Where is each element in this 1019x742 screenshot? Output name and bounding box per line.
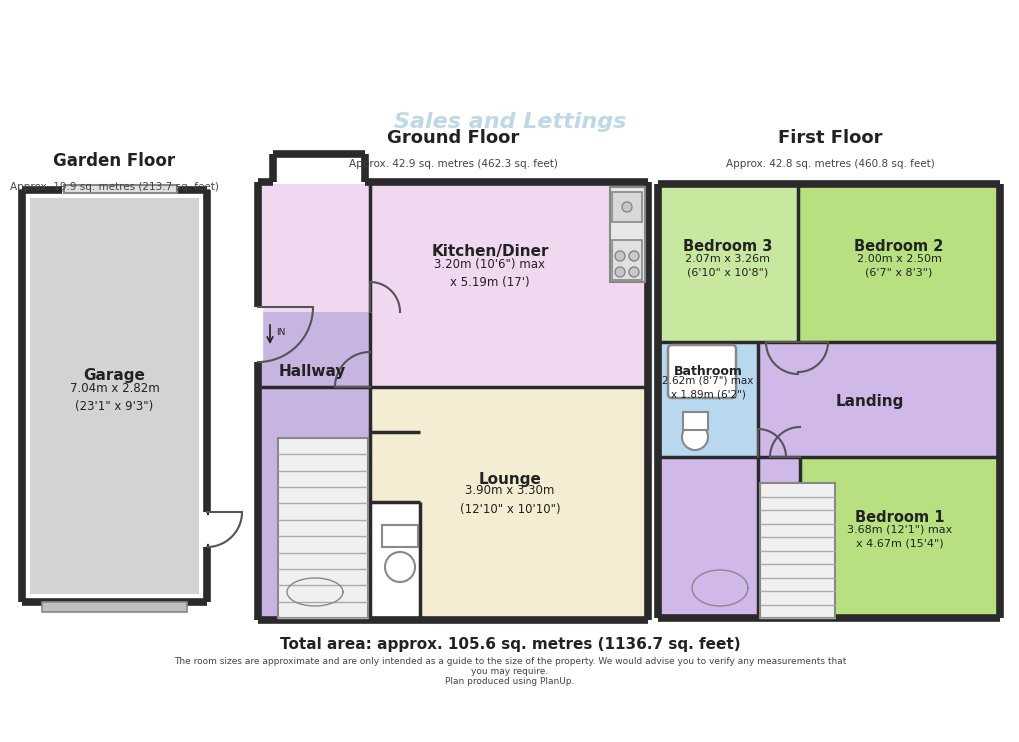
Circle shape	[622, 202, 632, 212]
Text: 2.07m x 3.26m
(6'10" x 10'8"): 2.07m x 3.26m (6'10" x 10'8")	[685, 254, 769, 278]
Text: Approx. 19.9 sq. metres (213.7 sq. feet): Approx. 19.9 sq. metres (213.7 sq. feet)	[9, 182, 218, 192]
Text: 7.04m x 2.82m
(23'1" x 9'3"): 7.04m x 2.82m (23'1" x 9'3")	[69, 382, 159, 413]
Text: Garage: Garage	[84, 368, 146, 383]
Text: Total area: approx. 105.6 sq. metres (1136.7 sq. feet): Total area: approx. 105.6 sq. metres (11…	[279, 637, 740, 652]
Text: The room sizes are approximate and are only intended as a guide to the size of t: The room sizes are approximate and are o…	[173, 657, 846, 666]
Bar	[370, 502, 420, 618]
Text: Hallway: Hallway	[278, 364, 345, 379]
Bar	[260, 312, 370, 618]
Bar	[659, 457, 757, 618]
Text: 3.20m (10'6") max
x 5.19m (17'): 3.20m (10'6") max x 5.19m (17')	[434, 258, 545, 289]
Bar	[797, 184, 997, 342]
Text: 3.68m (12'1") max
x 4.67m (15'4"): 3.68m (12'1") max x 4.67m (15'4")	[847, 525, 952, 549]
Text: Approx. 42.8 sq. metres (460.8 sq. feet): Approx. 42.8 sq. metres (460.8 sq. feet)	[725, 159, 933, 169]
Bar	[260, 312, 370, 387]
Text: First Floor: First Floor	[777, 129, 881, 147]
Text: Bedroom 3: Bedroom 3	[683, 240, 772, 255]
Circle shape	[614, 267, 625, 277]
Bar	[370, 387, 645, 618]
Text: Bedroom 2: Bedroom 2	[854, 240, 943, 255]
Text: Approx. 42.9 sq. metres (462.3 sq. feet): Approx. 42.9 sq. metres (462.3 sq. feet)	[348, 159, 557, 169]
Bar	[611, 240, 641, 280]
Bar	[757, 342, 997, 457]
Bar	[659, 342, 757, 457]
Bar	[659, 184, 797, 342]
FancyBboxPatch shape	[667, 345, 736, 398]
Bar	[609, 187, 644, 282]
Bar	[64, 185, 177, 193]
Bar	[42, 602, 186, 612]
Text: Tric
ras: Tric ras	[430, 257, 630, 467]
Text: 3.90m x 3.30m
(12'10" x 10'10"): 3.90m x 3.30m (12'10" x 10'10")	[460, 485, 559, 516]
Bar	[683, 412, 707, 430]
Bar	[382, 525, 418, 547]
Text: 2.62m (8'7") max
x 1.89m (6'2"): 2.62m (8'7") max x 1.89m (6'2")	[661, 376, 753, 400]
Circle shape	[629, 267, 638, 277]
Bar	[799, 457, 997, 618]
Text: Sales and Lettings: Sales and Lettings	[393, 112, 626, 132]
Text: Garden Floor: Garden Floor	[53, 152, 175, 170]
Text: Bedroom 1: Bedroom 1	[854, 510, 944, 525]
Text: Ground Floor: Ground Floor	[386, 129, 519, 147]
Bar	[611, 192, 641, 222]
Circle shape	[682, 424, 707, 450]
Text: 2.00m x 2.50m
(6'7" x 8'3"): 2.00m x 2.50m (6'7" x 8'3")	[856, 254, 941, 278]
Circle shape	[629, 251, 638, 261]
Text: Landing: Landing	[835, 395, 903, 410]
Text: Lounge: Lounge	[478, 473, 541, 487]
Bar	[278, 438, 368, 618]
Text: Plan produced using PlanUp.: Plan produced using PlanUp.	[445, 677, 574, 686]
Circle shape	[370, 202, 689, 522]
Bar	[757, 342, 799, 618]
Circle shape	[384, 552, 415, 582]
Text: IN: IN	[276, 328, 285, 337]
Circle shape	[614, 251, 625, 261]
Text: Kitchen/Diner: Kitchen/Diner	[431, 245, 548, 260]
Bar	[260, 184, 645, 387]
Text: Bathroom: Bathroom	[673, 366, 742, 378]
Text: you may require.: you may require.	[471, 668, 548, 677]
Bar	[759, 483, 835, 618]
Bar	[30, 198, 199, 594]
